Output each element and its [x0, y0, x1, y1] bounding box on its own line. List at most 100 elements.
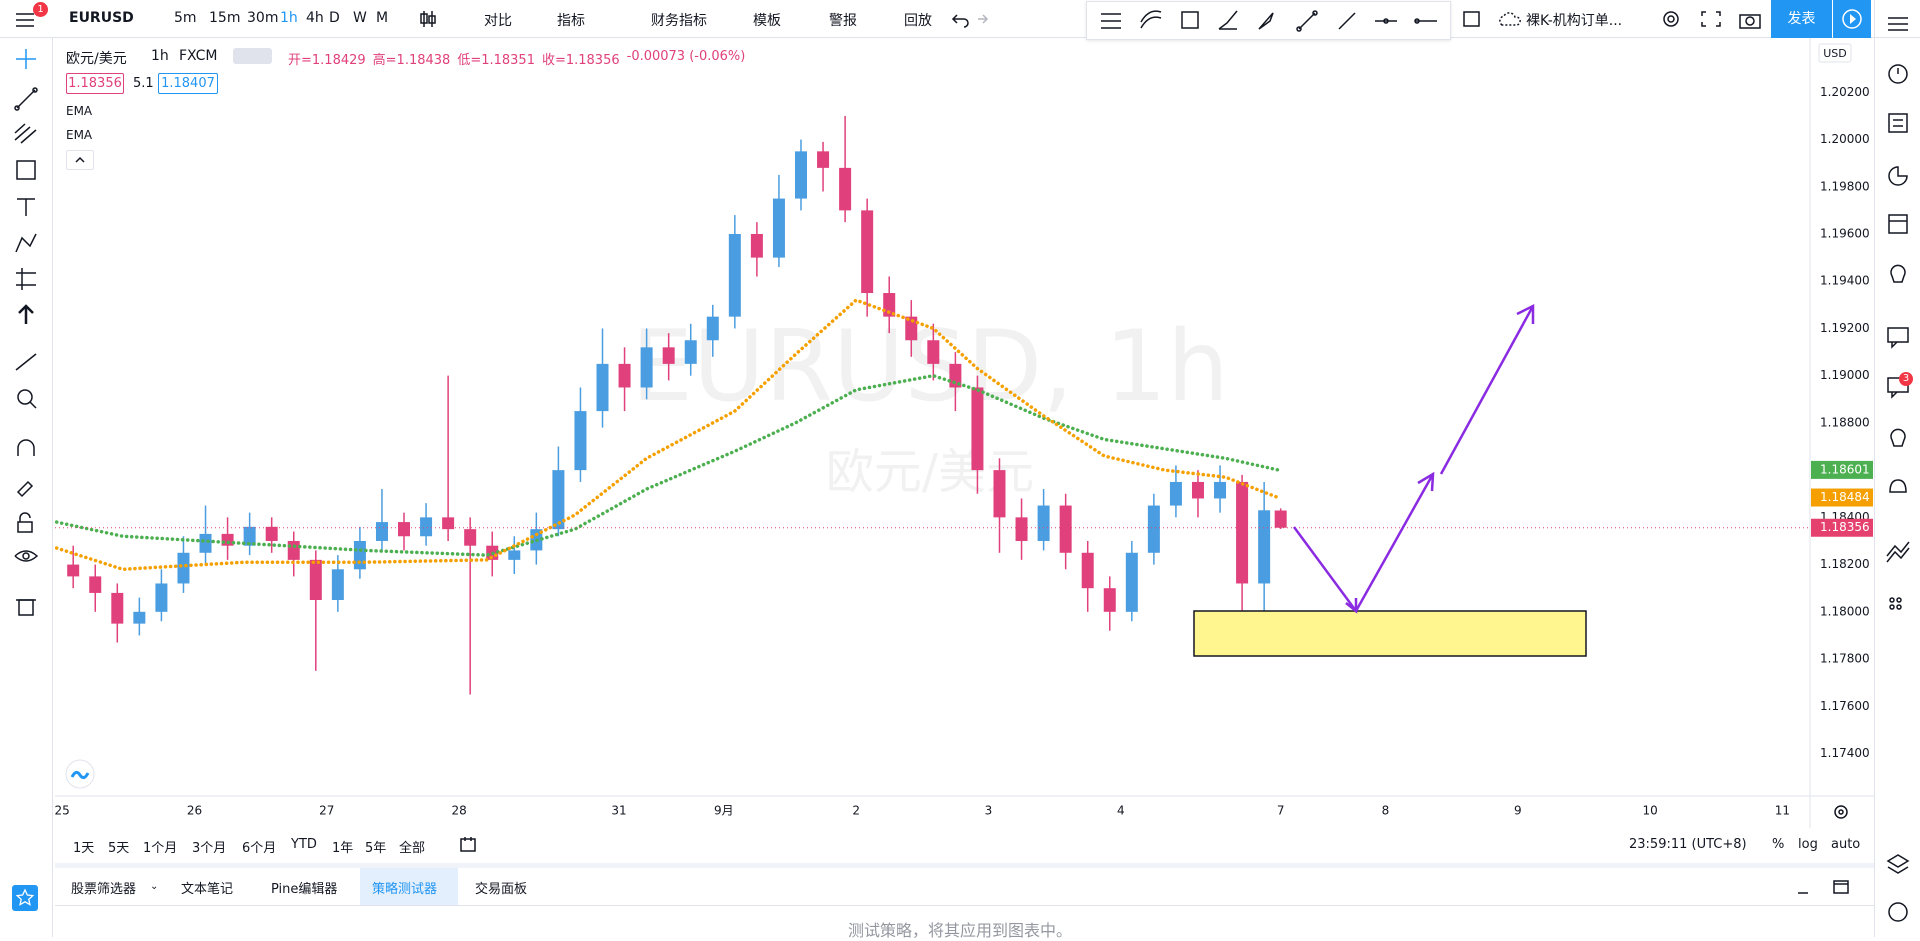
axis-settings[interactable]: [1834, 805, 1848, 819]
currency-box[interactable]: [1818, 43, 1852, 63]
ask-box[interactable]: 1.18407: [158, 73, 218, 94]
candle-body: [794, 151, 807, 199]
candle-body: [111, 592, 124, 624]
toolbar-button[interactable]: 回放: [904, 13, 932, 29]
panel-divider: [55, 863, 1874, 868]
settings-icons[interactable]: [1634, 10, 1744, 30]
interval-button[interactable]: D: [329, 10, 340, 26]
camera-icon[interactable]: [1738, 10, 1762, 30]
interval-button[interactable]: 15m: [209, 10, 241, 26]
collapse-button[interactable]: [66, 150, 94, 170]
candle-body: [949, 363, 962, 388]
interval-button[interactable]: M: [376, 10, 389, 26]
interval-button[interactable]: 5m: [174, 10, 197, 26]
range-button[interactable]: YTD: [291, 837, 317, 852]
scale-option[interactable]: %: [1772, 837, 1785, 852]
panel-tab[interactable]: 策略测试器: [372, 882, 438, 897]
candle-body: [155, 583, 168, 612]
x-tick-label: 9月: [714, 804, 734, 818]
panel-tab[interactable]: 交易面板: [475, 882, 528, 897]
panel-border: [55, 905, 1874, 906]
range-button[interactable]: 3个月: [192, 841, 227, 856]
x-tick-label: 8: [1382, 804, 1390, 818]
candle-body: [442, 517, 455, 530]
toolbar-button[interactable]: 警报: [829, 13, 857, 29]
x-tick-label: 2: [852, 804, 860, 818]
interval-button[interactable]: W: [353, 10, 367, 26]
zone-rectangle[interactable]: [1193, 610, 1587, 657]
tab-caret[interactable]: ⌄: [150, 881, 159, 892]
range-button[interactable]: 1个月: [143, 841, 178, 856]
candle-body: [883, 293, 896, 317]
toolbar-button[interactable]: 财务指标: [651, 13, 707, 29]
legend-source: FXCM: [179, 48, 218, 64]
widget-icons[interactable]: [1875, 0, 1920, 937]
toolbar-button[interactable]: 对比: [484, 13, 512, 29]
last-value-badge: [1811, 488, 1873, 507]
date-range-icon[interactable]: [459, 836, 479, 854]
range-button[interactable]: 全部: [399, 841, 426, 856]
scale-option[interactable]: log: [1798, 837, 1818, 852]
candle-body: [1258, 510, 1271, 584]
arrow-drawing[interactable]: [1292, 303, 1535, 614]
range-button[interactable]: 5年: [365, 841, 387, 856]
y-tick-label: 1.19000: [1820, 368, 1870, 382]
candle-body: [133, 611, 146, 624]
candle-body: [728, 233, 741, 317]
watermark-title: EURUSD, 1h: [631, 310, 1229, 424]
candle-body: [839, 167, 852, 211]
menu-icon[interactable]: [14, 9, 36, 29]
y-tick-label: 1.17400: [1820, 746, 1870, 760]
candle-body: [67, 564, 80, 577]
logo: [65, 759, 95, 789]
panel-controls[interactable]: [1794, 877, 1854, 897]
indicator-label: EMA: [66, 104, 93, 118]
range-button[interactable]: 5天: [108, 841, 130, 856]
bid-box[interactable]: 1.18356: [66, 73, 124, 94]
interval-button[interactable]: 1h: [280, 10, 298, 26]
interval-button[interactable]: 4h: [306, 10, 324, 26]
last-value-label: 1.18484: [1820, 490, 1870, 504]
spread: 5.1: [133, 76, 154, 91]
scale-option[interactable]: auto: [1831, 837, 1861, 852]
publish-button[interactable]: 发表: [1771, 0, 1832, 38]
y-tick-label: 1.20000: [1820, 132, 1870, 146]
favorites-button[interactable]: [12, 885, 38, 911]
layout-name[interactable]: 裸K-机构订单...: [1526, 13, 1623, 29]
candle-body: [375, 522, 388, 541]
candle-body: [1125, 552, 1138, 612]
range-button[interactable]: 1年: [332, 841, 354, 856]
undo-redo[interactable]: [950, 10, 990, 28]
candle-body: [927, 340, 940, 364]
ohlc-value: -0.00073 (-0.06%): [626, 49, 746, 64]
status-pill[interactable]: [233, 48, 272, 64]
chart-type-icon[interactable]: [418, 9, 438, 29]
x-tick-label: 4: [1117, 804, 1125, 818]
panel-tab[interactable]: Pine编辑器: [271, 882, 338, 897]
panel-tab[interactable]: 文本笔记: [181, 882, 234, 897]
candle-body: [971, 387, 984, 471]
interval-button[interactable]: 30m: [247, 10, 279, 26]
x-tick-label: 7: [1277, 804, 1285, 818]
toolbar-button[interactable]: 指标: [557, 13, 585, 29]
candle-body: [750, 233, 763, 258]
range-button[interactable]: 1天: [73, 841, 95, 856]
toolbar-button[interactable]: 模板: [753, 13, 781, 29]
y-tick-label: 1.19600: [1820, 226, 1870, 240]
cloud-icon[interactable]: [1497, 11, 1523, 27]
play-button[interactable]: [1833, 0, 1871, 38]
drawing-tools[interactable]: [1087, 2, 1450, 39]
y-tick-label: 1.19400: [1820, 274, 1870, 288]
y-tick-label: 1.18000: [1820, 604, 1870, 618]
candle-body: [1103, 588, 1116, 612]
candle-body: [574, 411, 587, 471]
candle-body: [993, 470, 1006, 518]
select-icon[interactable]: [1462, 10, 1482, 28]
y-tick-label: 1.20200: [1820, 85, 1870, 99]
symbol[interactable]: EURUSD: [69, 10, 134, 26]
x-tick-label: 31: [611, 804, 626, 818]
panel-tab[interactable]: 股票筛选器: [71, 882, 137, 897]
range-button[interactable]: 6个月: [242, 841, 277, 856]
drawing-tool-icons[interactable]: [0, 38, 53, 937]
